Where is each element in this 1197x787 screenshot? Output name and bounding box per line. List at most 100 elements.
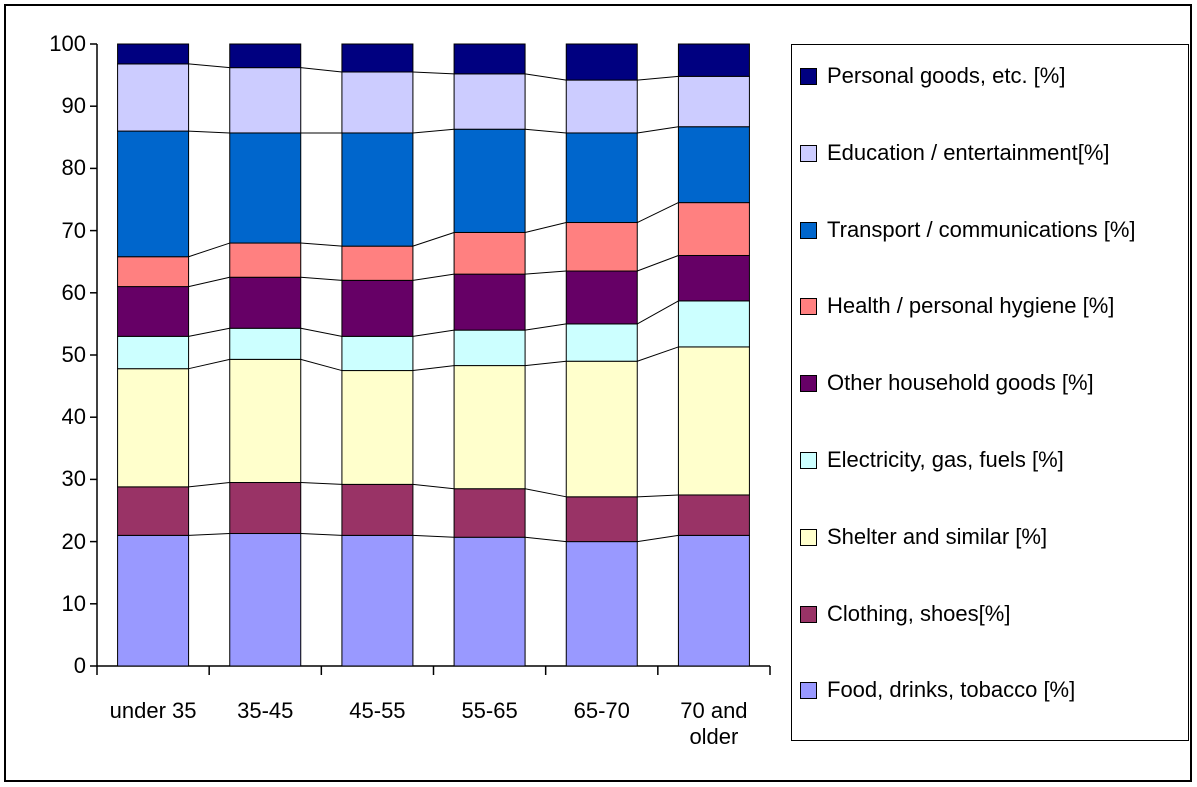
series-line xyxy=(300,482,342,485)
series-line xyxy=(412,231,455,247)
series-line xyxy=(412,273,455,281)
y-tick-label: 60 xyxy=(61,279,86,305)
bar-segment xyxy=(117,256,190,288)
bar-segment xyxy=(341,43,414,73)
bar-segment xyxy=(341,132,414,247)
legend-swatch xyxy=(800,221,817,239)
series-line xyxy=(300,358,343,372)
bar-segment xyxy=(229,67,302,134)
series-line xyxy=(300,242,342,247)
x-tick-label: 55-65 xyxy=(461,698,518,723)
series-line xyxy=(637,202,679,223)
y-tick-label: 40 xyxy=(61,404,86,430)
bar-segment xyxy=(565,270,638,325)
y-tick-label: 100 xyxy=(49,31,86,56)
legend-swatch xyxy=(800,682,817,700)
bar-segment xyxy=(117,43,190,65)
legend-label: Electricity, gas, fuels [%] xyxy=(827,447,1064,472)
bar-segment xyxy=(453,231,526,275)
bar-segment xyxy=(677,534,750,667)
bar-segment xyxy=(565,222,638,272)
bar-segment xyxy=(565,79,638,134)
x-tick-label: 65-70 xyxy=(573,698,630,723)
bar-segment xyxy=(677,300,750,348)
series-line xyxy=(637,75,679,81)
bar-segment xyxy=(677,75,750,128)
bar-segment xyxy=(341,534,414,667)
bar-segment xyxy=(117,534,190,667)
series-line xyxy=(525,323,567,331)
bar-segment xyxy=(453,273,526,331)
legend-entry: Clothing, shoes[%] xyxy=(800,599,1188,669)
bar-segment xyxy=(677,494,750,536)
legend-swatch xyxy=(800,452,817,469)
bar-segment xyxy=(453,536,526,667)
series-line xyxy=(637,255,679,272)
series-line xyxy=(188,63,230,69)
bar-segment xyxy=(453,329,526,367)
y-tick-label: 30 xyxy=(61,466,86,492)
bar-segment xyxy=(341,370,414,485)
series-line xyxy=(188,533,230,536)
legend-entry: Health / personal hygiene [%] xyxy=(800,291,1188,361)
y-tick-label: 90 xyxy=(61,93,86,119)
series-line xyxy=(188,327,230,337)
bar-segment xyxy=(565,43,638,81)
bar-segment xyxy=(677,254,750,302)
x-tick-label: 35-45 xyxy=(237,698,294,723)
series-line xyxy=(637,494,679,498)
series-line xyxy=(300,276,342,281)
series-line xyxy=(300,533,342,536)
bar-segment xyxy=(453,488,526,538)
series-line xyxy=(524,222,567,233)
series-line xyxy=(525,128,567,134)
y-tick-label: 10 xyxy=(61,590,86,616)
series-line xyxy=(637,126,679,134)
bar-segment xyxy=(117,286,190,337)
series-line xyxy=(300,327,343,337)
bar-segment xyxy=(229,242,302,278)
bar-segment xyxy=(453,73,526,130)
legend-label: Other household goods [%] xyxy=(827,370,1094,396)
legend-entry: Education / entertainment[%] xyxy=(800,138,1188,208)
series-line xyxy=(525,270,567,275)
y-tick-label: 80 xyxy=(61,155,86,181)
bar-segment xyxy=(677,202,750,256)
bar-segment xyxy=(565,496,638,543)
legend-entry: Electricity, gas, fuels [%] xyxy=(800,445,1188,515)
x-tick-label: under 35 xyxy=(109,698,197,723)
legend-entry: Shelter and similar [%] xyxy=(800,522,1188,592)
bar-segment xyxy=(565,323,638,362)
legend-label: Transport / communications [%] xyxy=(827,216,1136,242)
x-tick-label: 70 and older xyxy=(680,698,748,749)
legend-label: Clothing, shoes[%] xyxy=(827,600,1011,626)
series-line xyxy=(412,534,455,538)
series-line xyxy=(300,67,342,73)
bar-segment xyxy=(341,71,414,134)
bar-segment xyxy=(677,126,750,204)
legend-label: Education / entertainment[%] xyxy=(827,139,1110,165)
series-line xyxy=(412,483,455,490)
bar-segment xyxy=(117,486,190,536)
legend-swatch xyxy=(800,144,817,162)
series-line xyxy=(412,365,455,372)
bar-segment xyxy=(229,358,302,484)
bar-segment xyxy=(117,63,190,132)
bar-segment xyxy=(229,276,302,329)
series-line xyxy=(412,329,455,337)
bar-segment xyxy=(229,533,302,667)
bar-segment xyxy=(229,482,302,535)
series-line xyxy=(637,300,679,325)
legend: Personal goods, etc. [%] Education / ente… xyxy=(791,44,1189,741)
legend-swatch xyxy=(800,375,817,393)
bar-segment xyxy=(117,130,190,258)
bar-segment xyxy=(229,43,302,69)
y-tick-label: 50 xyxy=(61,342,86,367)
bar-segment xyxy=(229,327,302,360)
series-line xyxy=(525,536,567,543)
series-line xyxy=(188,276,230,288)
series-line xyxy=(188,242,230,258)
bar-segment xyxy=(453,365,526,490)
bar-segment xyxy=(453,128,526,233)
